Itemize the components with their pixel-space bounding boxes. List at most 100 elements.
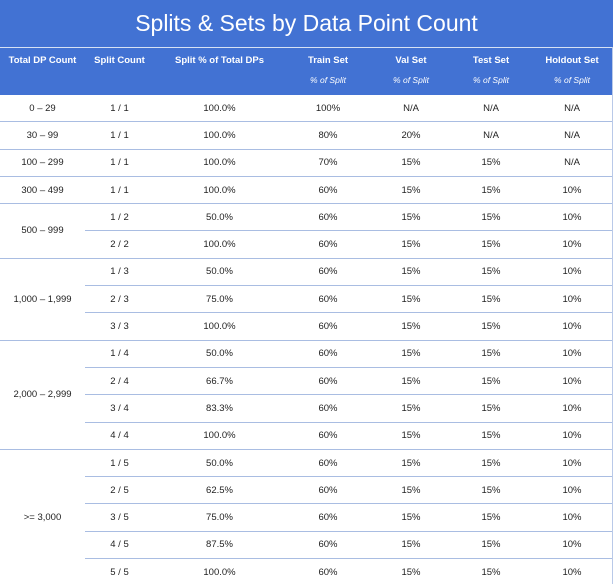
table-row: 2 / 4 66.7% 60% 15% 15% 10% — [0, 367, 613, 396]
split-percent-cell: 100.0% — [154, 312, 285, 341]
split-count-cell: 5 / 5 — [110, 566, 129, 578]
train-set-cell: 60% — [285, 422, 371, 450]
split-percent-cell: 100.0% — [203, 566, 236, 578]
table-row: 2 / 2 100.0% 60% 15% 15% 10% — [0, 230, 613, 259]
train-set-cell: 60% — [285, 312, 371, 341]
header-test-set: Test Set % of Split — [451, 48, 531, 95]
table-row: 2,000 – 2,999 1 / 4 50.0% 60% 15% 15% 10% — [0, 340, 613, 450]
train-set-cell: 100% — [285, 95, 371, 123]
header-label: Holdout Set — [545, 55, 599, 66]
header-sublabel: % of Split — [310, 75, 346, 85]
val-set-cell: 15% — [371, 422, 451, 450]
train-set-cell: 60% — [285, 367, 371, 396]
holdout-set-cell: 10% — [531, 312, 613, 341]
header-sublabel: % of Split — [554, 75, 590, 85]
page-title: Splits & Sets by Data Point Count — [0, 0, 613, 48]
holdout-set-cell: 10% — [531, 340, 613, 368]
header-sublabel: % of Split — [473, 75, 509, 85]
holdout-set-cell: 10% — [531, 258, 613, 287]
test-set-cell: 15% — [451, 285, 531, 314]
val-set-cell: 15% — [371, 449, 451, 478]
total-dp-count-cell: 500 – 999 — [0, 203, 85, 259]
val-set-cell: 15% — [371, 176, 451, 205]
split-count-cell: 3 / 5 — [85, 503, 154, 532]
header-label: Val Set — [395, 55, 427, 66]
val-set-cell: 15% — [371, 203, 451, 232]
table-row: 3 / 3 100.0% 60% 15% 15% 10% — [0, 312, 613, 341]
table-row: 2 / 3 75.0% 60% 15% 15% 10% — [0, 285, 613, 314]
split-count-cell: 1 / 1 — [85, 95, 154, 123]
table-right-border — [612, 47, 613, 584]
split-count-cell: 2 / 4 — [85, 367, 154, 396]
header-total-dp-count: Total DP Count — [0, 48, 85, 95]
split-percent-cell: 62.5% — [154, 476, 285, 505]
split-count-cell: 2 / 5 — [85, 476, 154, 505]
table-row: 3 / 5 75.0% 60% 15% 15% 10% — [0, 503, 613, 532]
holdout-set-cell: 10% — [531, 476, 613, 505]
header-split-count: Split Count — [85, 48, 154, 95]
train-set-cell: 60% — [285, 503, 371, 532]
holdout-set-cell: N/A — [531, 121, 613, 150]
val-set-cell: 15% — [371, 340, 451, 368]
test-set-cell: 15% — [451, 176, 531, 205]
total-dp-count-cell: 100 – 299 — [0, 149, 85, 177]
total-dp-count-cell: 30 – 99 — [0, 121, 85, 150]
holdout-set-cell: 10% — [531, 285, 613, 314]
header-label: Split Count — [94, 55, 145, 66]
split-percent-cell: 50.0% — [154, 203, 285, 232]
train-set-cell: 60% — [285, 394, 371, 423]
test-set-cell: 15% — [451, 203, 531, 232]
val-set-cell: N/A — [371, 95, 451, 123]
header-label: Test Set — [472, 55, 510, 66]
train-set-cell: 60% — [285, 476, 371, 505]
split-count-cell: 3 / 3 — [85, 312, 154, 341]
train-set-cell: 60% — [285, 531, 371, 560]
holdout-set-cell: N/A — [531, 95, 613, 123]
train-set-cell: 60% — [318, 566, 338, 578]
test-set-cell: 15% — [451, 149, 531, 177]
header-split-percent: Split % of Total DPs — [154, 48, 285, 95]
header-label: Train Set — [307, 55, 349, 66]
splits-table: Total DP Count Split Count Split % of To… — [0, 48, 613, 585]
holdout-set-cell: 10% — [562, 566, 582, 578]
train-set-cell: 60% — [285, 203, 371, 232]
val-set-cell: 15% — [371, 149, 451, 177]
test-set-cell: 15% — [451, 422, 531, 450]
split-count-cell: 1 / 1 — [85, 149, 154, 177]
total-dp-count-cell: 0 – 29 — [0, 95, 85, 123]
table-row: >= 3,000 1 / 5 50.0% 60% 15% 15% 10% — [0, 449, 613, 523]
train-set-cell: 60% — [285, 285, 371, 314]
val-set-cell: 15% — [371, 258, 451, 287]
train-set-cell: 60% — [285, 340, 371, 368]
split-count-cell: 1 / 2 — [85, 203, 154, 232]
train-set-cell: 60% — [285, 258, 371, 287]
split-percent-cell: 100.0% — [154, 230, 285, 259]
test-set-cell: 15% — [451, 503, 531, 532]
train-set-cell: 60% — [285, 176, 371, 205]
val-set-cell: 15% — [401, 566, 421, 578]
holdout-set-cell: N/A — [531, 149, 613, 177]
test-set-cell: 15% — [451, 230, 531, 259]
table-row: 3 / 4 83.3% 60% 15% 15% 10% — [0, 394, 613, 423]
test-set-cell: 15% — [451, 531, 531, 560]
header-sublabel: % of Split — [393, 75, 429, 85]
train-set-cell: 60% — [285, 230, 371, 259]
header-row: Total DP Count Split Count Split % of To… — [0, 48, 613, 95]
holdout-set-cell: 10% — [531, 422, 613, 450]
holdout-set-cell: 10% — [531, 203, 613, 232]
val-set-cell: 15% — [371, 394, 451, 423]
split-count-cell: 1 / 1 — [85, 121, 154, 150]
split-percent-cell: 100.0% — [154, 176, 285, 205]
split-count-cell: 2 / 2 — [85, 230, 154, 259]
val-set-cell: 20% — [371, 121, 451, 150]
split-count-cell: 1 / 4 — [85, 340, 154, 368]
split-percent-cell: 100.0% — [154, 422, 285, 450]
test-set-cell: 15% — [451, 258, 531, 287]
table-row: 300 – 499 1 / 1 100.0% 60% 15% 15% 10% — [0, 176, 613, 205]
total-dp-count-cell: 2,000 – 2,999 — [0, 340, 85, 450]
test-set-cell: 15% — [451, 312, 531, 341]
table-row: 100 – 299 1 / 1 100.0% 70% 15% 15% N/A — [0, 149, 613, 177]
split-percent-cell: 87.5% — [154, 531, 285, 560]
holdout-set-cell: 10% — [531, 503, 613, 532]
